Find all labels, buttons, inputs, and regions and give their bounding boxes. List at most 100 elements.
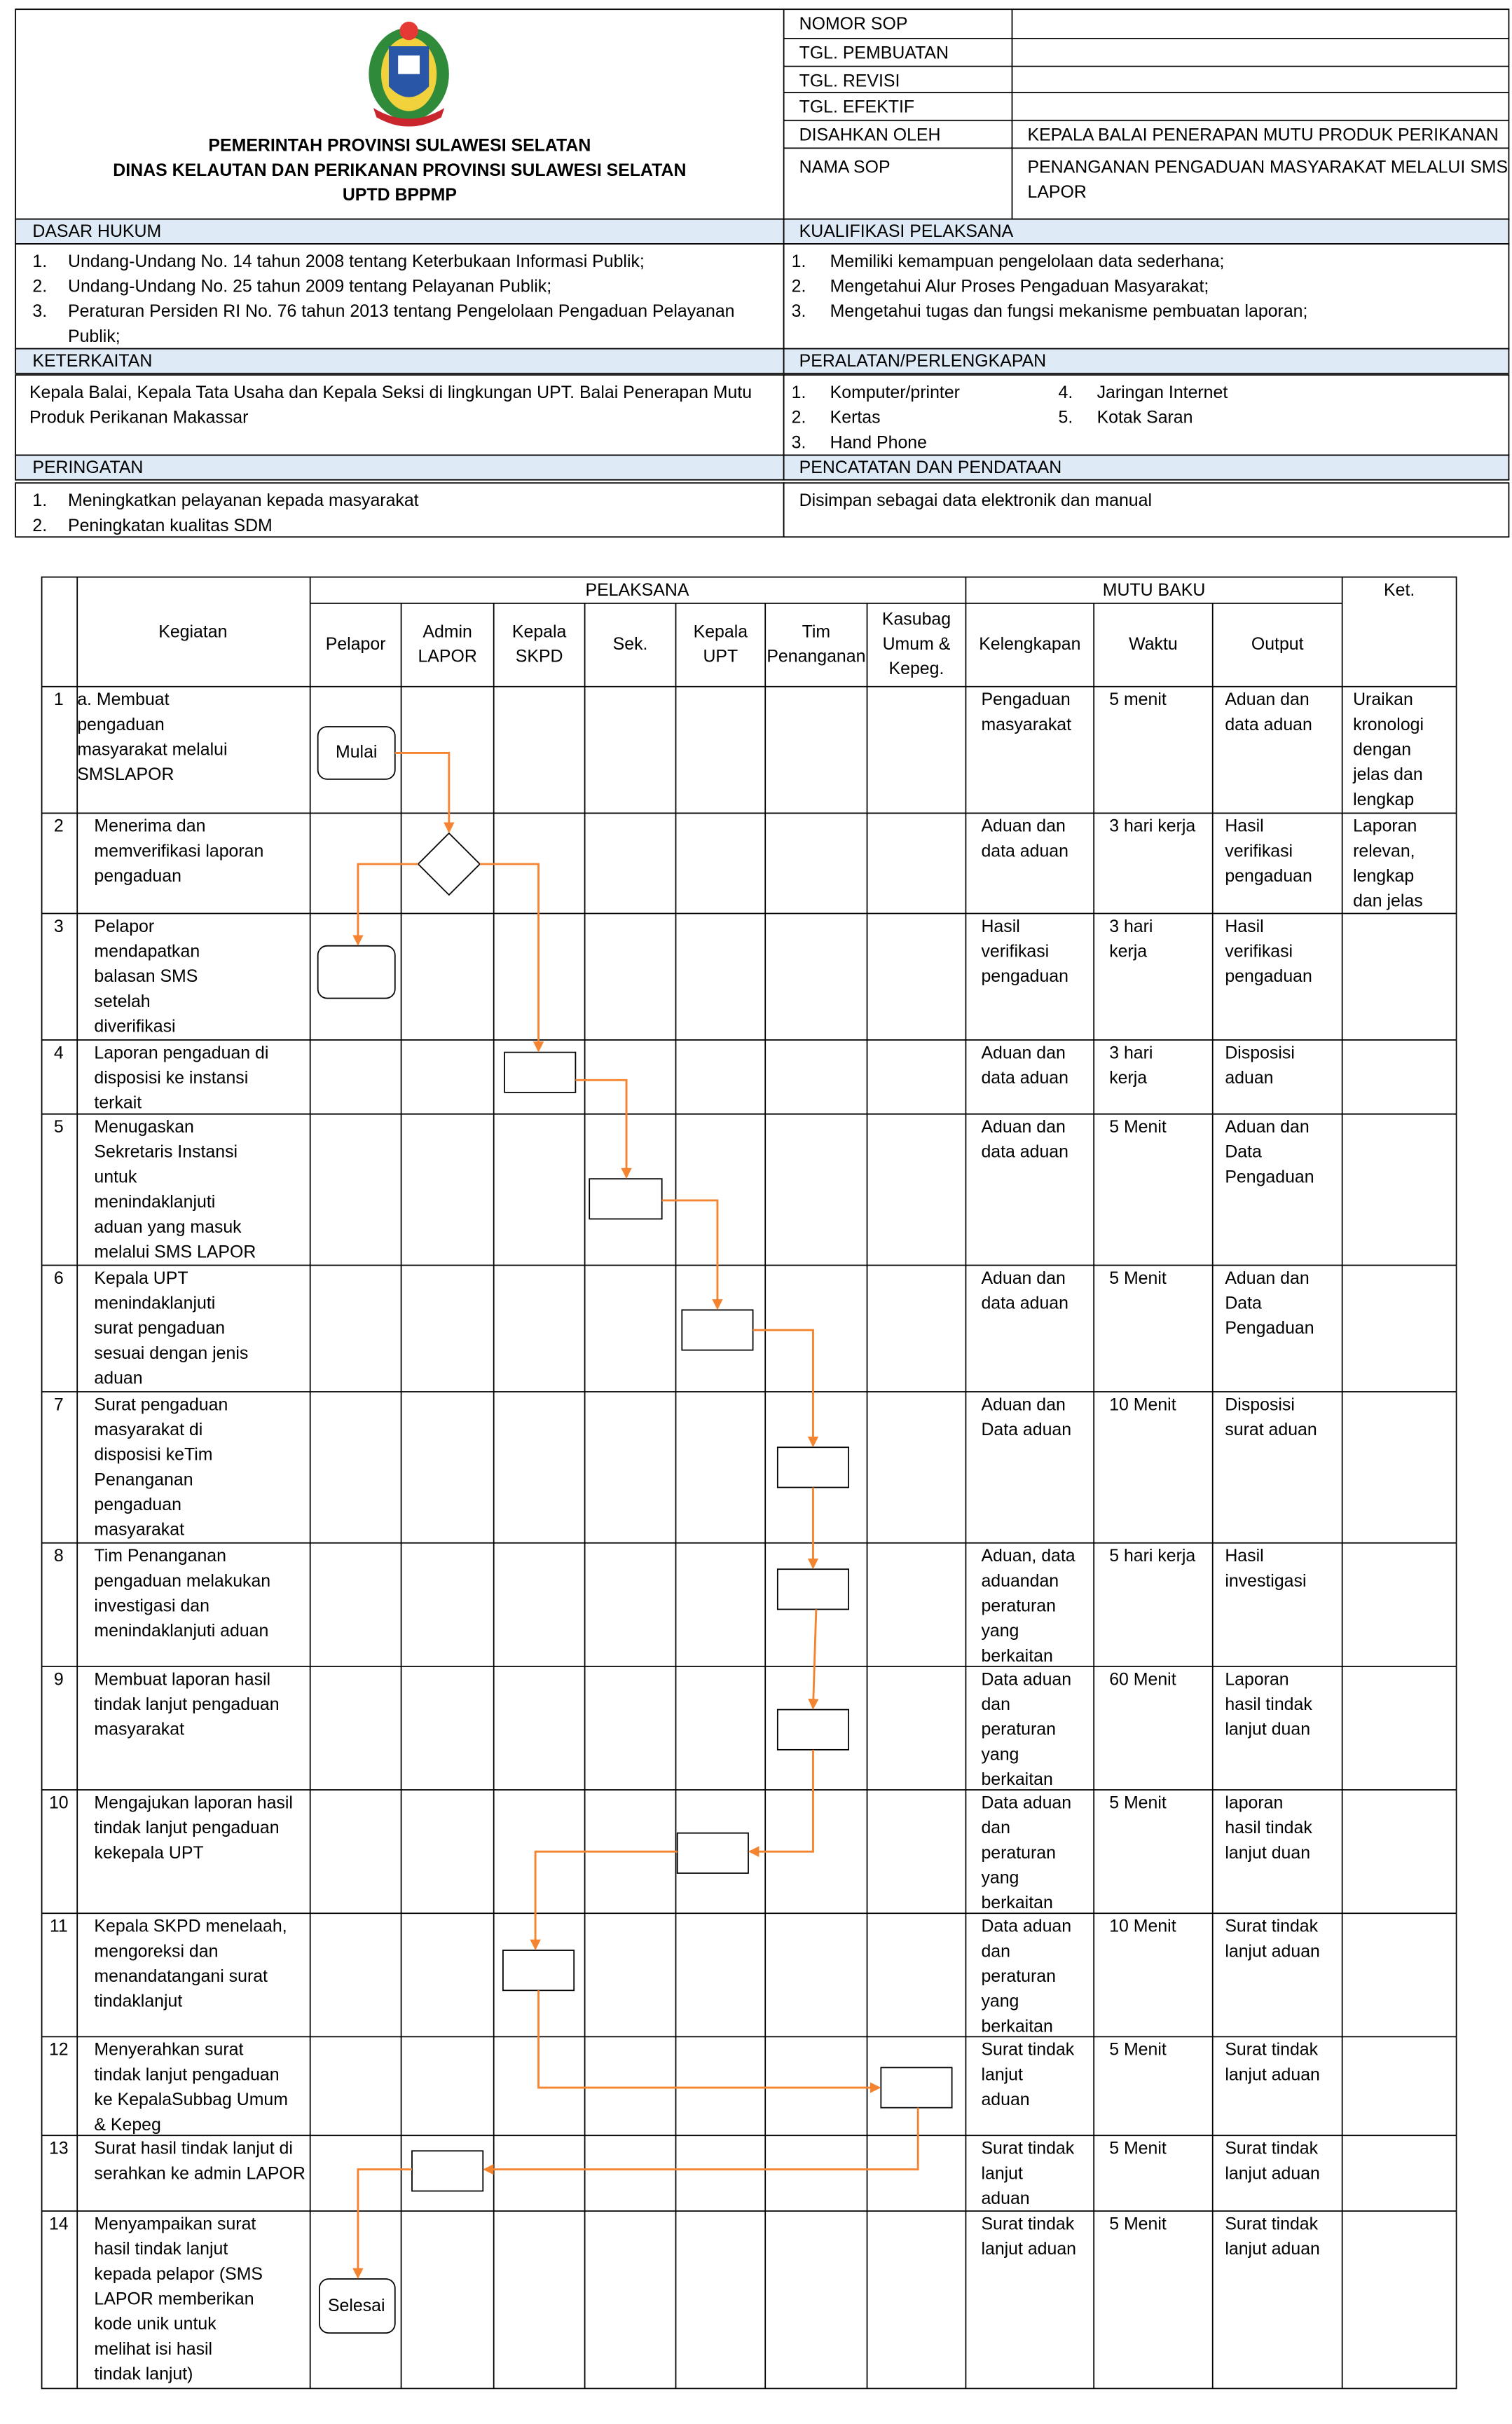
- activity: Menugaskan: [94, 1117, 193, 1137]
- column-header: Kepala: [512, 622, 567, 641]
- remark: Laporan: [1353, 816, 1417, 836]
- section-title: DASAR HUKUM: [32, 221, 161, 241]
- activity: mendapatkan: [94, 942, 200, 961]
- flow-arrow: [479, 863, 544, 1053]
- info-value: LAPOR: [1028, 182, 1087, 202]
- completeness: Data aduan: [981, 1420, 1071, 1439]
- output: pengaduan: [1225, 966, 1312, 986]
- org-name: UPTD BPPMP: [343, 185, 457, 205]
- activity: masyarakat: [94, 1720, 184, 1739]
- completeness: dan: [981, 1941, 1010, 1961]
- section-title: PENCATATAN DAN PENDATAAN: [799, 458, 1062, 477]
- activity: Pelapor: [94, 917, 154, 936]
- completeness: yang: [981, 1621, 1019, 1641]
- item-number: 5.: [1059, 408, 1073, 427]
- completeness: Aduan dan: [981, 1395, 1065, 1414]
- activity: Kepala UPT: [94, 1268, 188, 1288]
- row-number: 4: [54, 1043, 64, 1062]
- completeness: aduan: [981, 2090, 1029, 2109]
- time: 5 Menit: [1109, 2214, 1167, 2234]
- time: 10 Menit: [1109, 1395, 1176, 1414]
- column-header: Kelengkapan: [979, 634, 1080, 654]
- output: Hasil: [1225, 816, 1263, 836]
- item-text: Produk Perikanan Makassar: [29, 408, 248, 427]
- section-header: [783, 348, 1510, 374]
- item-number: 3.: [32, 301, 47, 321]
- output: lanjut duan: [1225, 1843, 1310, 1863]
- activity: Membuat laporan hasil: [94, 1669, 270, 1689]
- activity: Menyampaikan surat: [94, 2214, 256, 2234]
- activity: masyarakat melalui: [77, 740, 227, 760]
- remark: kronologi: [1353, 715, 1424, 734]
- flow-arrow: [575, 1079, 632, 1179]
- org-name: PEMERINTAH PROVINSI SULAWESI SELATAN: [208, 136, 591, 156]
- item-number: 1.: [792, 383, 806, 402]
- process-box: [589, 1178, 663, 1220]
- activity: pengaduan: [77, 715, 165, 734]
- item-number: 1.: [32, 252, 47, 271]
- output: Aduan dan: [1225, 1117, 1309, 1137]
- info-label: TGL. REVISI: [799, 71, 900, 90]
- output: Pengaduan: [1225, 1318, 1314, 1338]
- activity: untuk: [94, 1167, 137, 1186]
- item-number: 2.: [32, 516, 47, 535]
- completeness: peraturan: [981, 1966, 1055, 1986]
- column-header: Output: [1251, 634, 1304, 654]
- process-box: [880, 2067, 953, 2109]
- output: Surat tindak: [1225, 1917, 1318, 1936]
- activity: serahkan ke admin LAPOR: [94, 2163, 305, 2183]
- time: 5 Menit: [1109, 1117, 1167, 1137]
- activity: melihat isi hasil: [94, 2339, 212, 2359]
- output: investigasi: [1225, 1571, 1306, 1591]
- output: Surat tindak: [1225, 2139, 1318, 2158]
- row-number: 10: [49, 1793, 69, 1812]
- info-label: DISAHKAN OLEH: [799, 125, 941, 144]
- activity: setelah: [94, 992, 150, 1011]
- flow-arrow: [530, 1850, 678, 1951]
- activity: balasan SMS: [94, 966, 198, 986]
- output: Disposisi: [1225, 1043, 1295, 1062]
- org-name: DINAS KELAUTAN DAN PERIKANAN PROVINSI SU…: [113, 160, 686, 180]
- completeness: Surat tindak: [981, 2139, 1074, 2158]
- item-text: Kertas: [830, 408, 881, 427]
- activity: hasil tindak lanjut: [94, 2239, 228, 2259]
- completeness: peraturan: [981, 1596, 1055, 1616]
- output: data aduan: [1225, 715, 1312, 734]
- item-text: Mengetahui Alur Proses Pengaduan Masyara…: [830, 277, 1209, 296]
- output: lanjut duan: [1225, 1720, 1310, 1739]
- completeness: dan: [981, 1694, 1010, 1714]
- activity: Menerima dan: [94, 816, 205, 836]
- completeness: yang: [981, 1992, 1019, 2011]
- decision: [417, 832, 481, 896]
- completeness: yang: [981, 1744, 1019, 1764]
- completeness: Aduan, data: [981, 1546, 1075, 1566]
- time: 5 Menit: [1109, 1793, 1167, 1812]
- output: Pengaduan: [1225, 1167, 1314, 1186]
- activity: tindaklanjut: [94, 1992, 182, 2011]
- output: verifikasi: [1225, 841, 1293, 861]
- activity: diverifikasi: [94, 1017, 175, 1036]
- completeness: verifikasi: [981, 942, 1049, 961]
- remark: jelas dan: [1352, 765, 1423, 784]
- activity: masyarakat: [94, 1520, 184, 1540]
- cell: [783, 482, 1510, 538]
- row-number: 2: [54, 816, 64, 836]
- item-text: Publik;: [68, 327, 121, 346]
- remark: lengkap: [1353, 790, 1414, 809]
- time: 3 hari: [1109, 1043, 1153, 1062]
- end-terminal: [319, 2278, 396, 2334]
- activity: masyarakat di: [94, 1420, 202, 1439]
- completeness: lanjut: [981, 2163, 1023, 2183]
- completeness: berkaitan: [981, 1646, 1052, 1666]
- item-number: 2.: [792, 277, 806, 296]
- item-text: Disimpan sebagai data elektronik dan man…: [799, 491, 1152, 510]
- output: Data: [1225, 1142, 1262, 1162]
- process-box: [317, 945, 396, 999]
- column-header: Kasubag: [882, 610, 951, 629]
- flow-arrow: [352, 2168, 413, 2280]
- section-title: KETERKAITAN: [32, 351, 152, 371]
- activity: ke KepalaSubbag Umum: [94, 2090, 288, 2109]
- item-number: 1.: [32, 491, 47, 510]
- time: 10 Menit: [1109, 1917, 1176, 1936]
- activity: menindaklanjuti aduan: [94, 1621, 268, 1641]
